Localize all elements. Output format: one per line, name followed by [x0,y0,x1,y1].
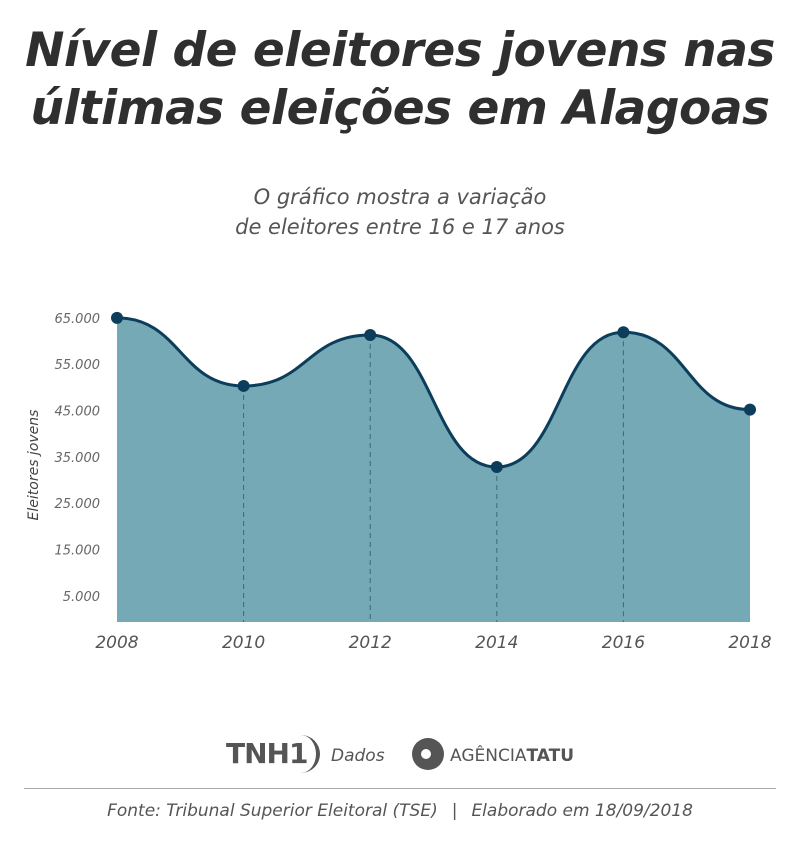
data-point-2008 [111,311,123,324]
y-tick-label: 15.000 [55,544,101,559]
x-tick-label: 2010 [222,633,265,653]
date-text: Elaborado em 18/09/2018 [471,801,693,821]
chart-subtitle: O gráfico mostra a variação de eleitores… [0,182,800,242]
x-tick-label: 2014 [475,633,518,653]
agencia-tatu-logo: AGÊNCIATATU [450,746,574,766]
logos: TNH1 Dados AGÊNCIATATU [0,735,800,775]
x-tick-label: 2018 [728,633,771,653]
x-tick-label: 2016 [602,633,645,653]
series-line [116,316,751,469]
y-tick-label: 35.000 [55,451,101,466]
x-tick-label: 2008 [95,633,138,653]
footer: Fonte: Tribunal Superior Eleitoral (TSE)… [0,801,800,821]
data-point-2016 [617,326,630,339]
data-point-2014 [490,461,503,474]
y-tick-label: 25.000 [55,497,101,512]
source-text: Fonte: Tribunal Superior Eleitoral (TSE) [107,801,438,821]
area-chart: 5.000 15.000 25.000 35.000 45.000 55.000 65.00… [26,311,772,653]
subtitle-line-2: de eleitores entre 16 e 17 anos [235,215,565,239]
tnh1-logo-arc [292,735,320,773]
y-tick-label: 55.000 [55,358,101,373]
area-fill [117,317,750,622]
footer-divider [24,788,776,789]
footer-separator: | [451,801,458,821]
y-tick-label: 65.000 [55,312,101,327]
agencia-tatu-icon [412,738,444,770]
chart-title: Nível de eleitores jovens nas últimas el… [0,22,800,138]
data-point-2010 [237,379,250,392]
subtitle-line-1: O gráfico mostra a variação [253,185,547,209]
tatu-text: TATU [526,746,574,766]
y-tick-label: 5.000 [63,590,100,605]
data-point-2018 [744,403,756,416]
x-tick-label: 2012 [349,633,392,653]
data-point-2012 [364,328,377,341]
title-line-2: últimas eleições em Alagoas [30,81,770,136]
title-line-1: Nível de eleitores jovens nas [25,23,775,78]
dados-label: Dados [331,746,385,766]
agencia-text: AGÊNCIA [450,746,527,766]
y-tick-label: 45.000 [55,405,101,420]
y-axis-label: Eleitores jovens [26,410,42,521]
